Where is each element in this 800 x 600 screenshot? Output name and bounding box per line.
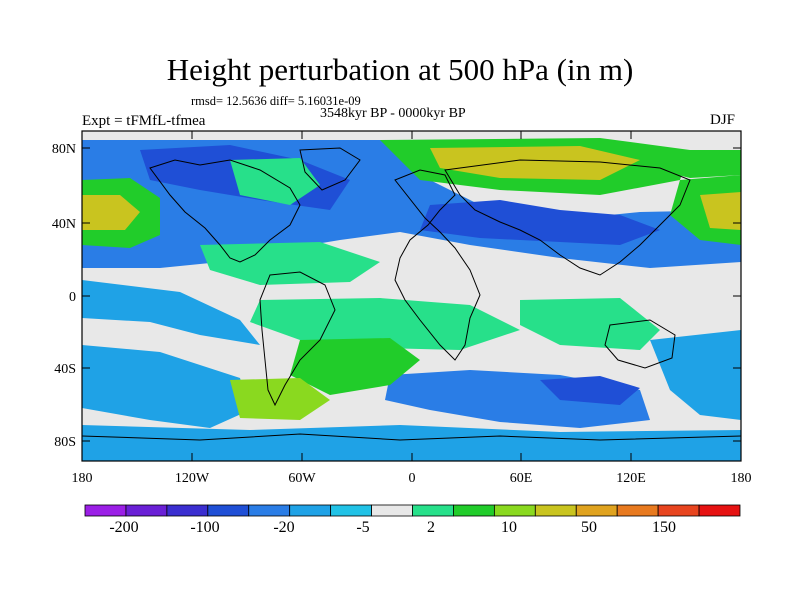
- colorbar-label: 2: [427, 519, 435, 536]
- anomaly-antarctic-band: [82, 425, 741, 461]
- coast-south-america: [259, 271, 336, 407]
- y-tick-label: 80S: [54, 435, 76, 450]
- colorbar-label: -200: [109, 519, 138, 536]
- anomaly-arctic-core: [430, 146, 640, 180]
- anomaly-south-atlantic-high: [290, 338, 420, 395]
- map-title: Height perturbation at 500 hPa (in m): [166, 52, 634, 87]
- colorbar-swatch: [330, 504, 372, 517]
- colorbar-swatch: [493, 504, 536, 517]
- anomaly-north-pacific-core: [82, 195, 140, 230]
- experiment-label: Expt = tFMfL-tfmea: [82, 113, 206, 129]
- colorbar-swatch: [534, 504, 577, 517]
- colorbar: [84, 504, 741, 517]
- x-tick-label: 60E: [510, 471, 533, 486]
- colorbar-swatch: [207, 504, 250, 517]
- anomaly-equatorial-band: [250, 298, 520, 350]
- colorbar-swatch: [453, 504, 495, 517]
- colorbar-label: 10: [501, 519, 517, 536]
- anomaly-asia-low: [420, 200, 660, 245]
- y-axis: 80N 40N 0 40S 80S: [52, 142, 741, 450]
- map-field: [82, 131, 741, 461]
- stats-text: rmsd= 12.5636 diff= 5.16031e-09: [191, 94, 361, 108]
- period-text: 3548kyr BP - 0000kyr BP: [320, 106, 466, 121]
- coast-antarctica: [82, 433, 741, 441]
- coastlines: [82, 147, 741, 441]
- colorbar-swatch: [698, 504, 741, 517]
- coast-greenland: [299, 147, 361, 191]
- colorbar-swatch: [575, 504, 618, 517]
- anomaly-tropical-atlantic: [200, 242, 380, 285]
- anomaly-south-america-high: [230, 378, 330, 420]
- colorbar-label: 50: [581, 519, 597, 536]
- colorbar-label: -5: [356, 519, 369, 536]
- x-tick-label: 120E: [616, 471, 646, 486]
- x-tick-label: 180: [731, 471, 752, 486]
- colorbar-swatch: [657, 504, 700, 517]
- colorbar-labels: -200 -100 -20 -5 2 10 50 150: [109, 519, 676, 536]
- season-label: DJF: [710, 112, 736, 128]
- colorbar-swatch: [166, 504, 209, 517]
- anomaly-ne-pacific-core: [700, 192, 741, 230]
- x-tick-label: 60W: [288, 471, 316, 486]
- y-tick-label: 40S: [54, 362, 76, 377]
- y-tick-label: 80N: [52, 142, 76, 157]
- coast-europe-africa: [394, 169, 481, 361]
- colorbar-label: -20: [273, 519, 294, 536]
- anomaly-greenland-high: [230, 158, 320, 205]
- x-axis: 180 120W 60W 0 60E 120E 180: [72, 131, 752, 486]
- x-tick-label: 180: [72, 471, 93, 486]
- anomaly-south-indian-deep: [540, 376, 640, 405]
- colorbar-swatch: [248, 504, 291, 517]
- anomaly-south-pacific: [82, 345, 250, 428]
- x-tick-label: 0: [409, 471, 416, 486]
- anomaly-east-asia-high: [640, 150, 741, 178]
- colorbar-label: 150: [652, 519, 676, 536]
- colorbar-swatch: [84, 504, 127, 517]
- anomaly-south-indian-high: [520, 298, 660, 350]
- colorbar-swatch: [412, 504, 454, 517]
- colorbar-swatch: [616, 504, 659, 517]
- colorbar-label: -100: [190, 519, 219, 536]
- anomaly-pacific-band: [82, 280, 260, 345]
- coast-australia: [604, 319, 676, 369]
- colorbar-swatch: [289, 504, 332, 517]
- colorbar-swatch: [371, 504, 413, 517]
- coast-asia: [444, 159, 691, 276]
- y-tick-label: 0: [69, 290, 76, 305]
- coast-north-america: [149, 159, 301, 263]
- y-tick-label: 40N: [52, 217, 76, 232]
- colorbar-swatch: [125, 504, 168, 517]
- x-tick-label: 120W: [175, 471, 210, 486]
